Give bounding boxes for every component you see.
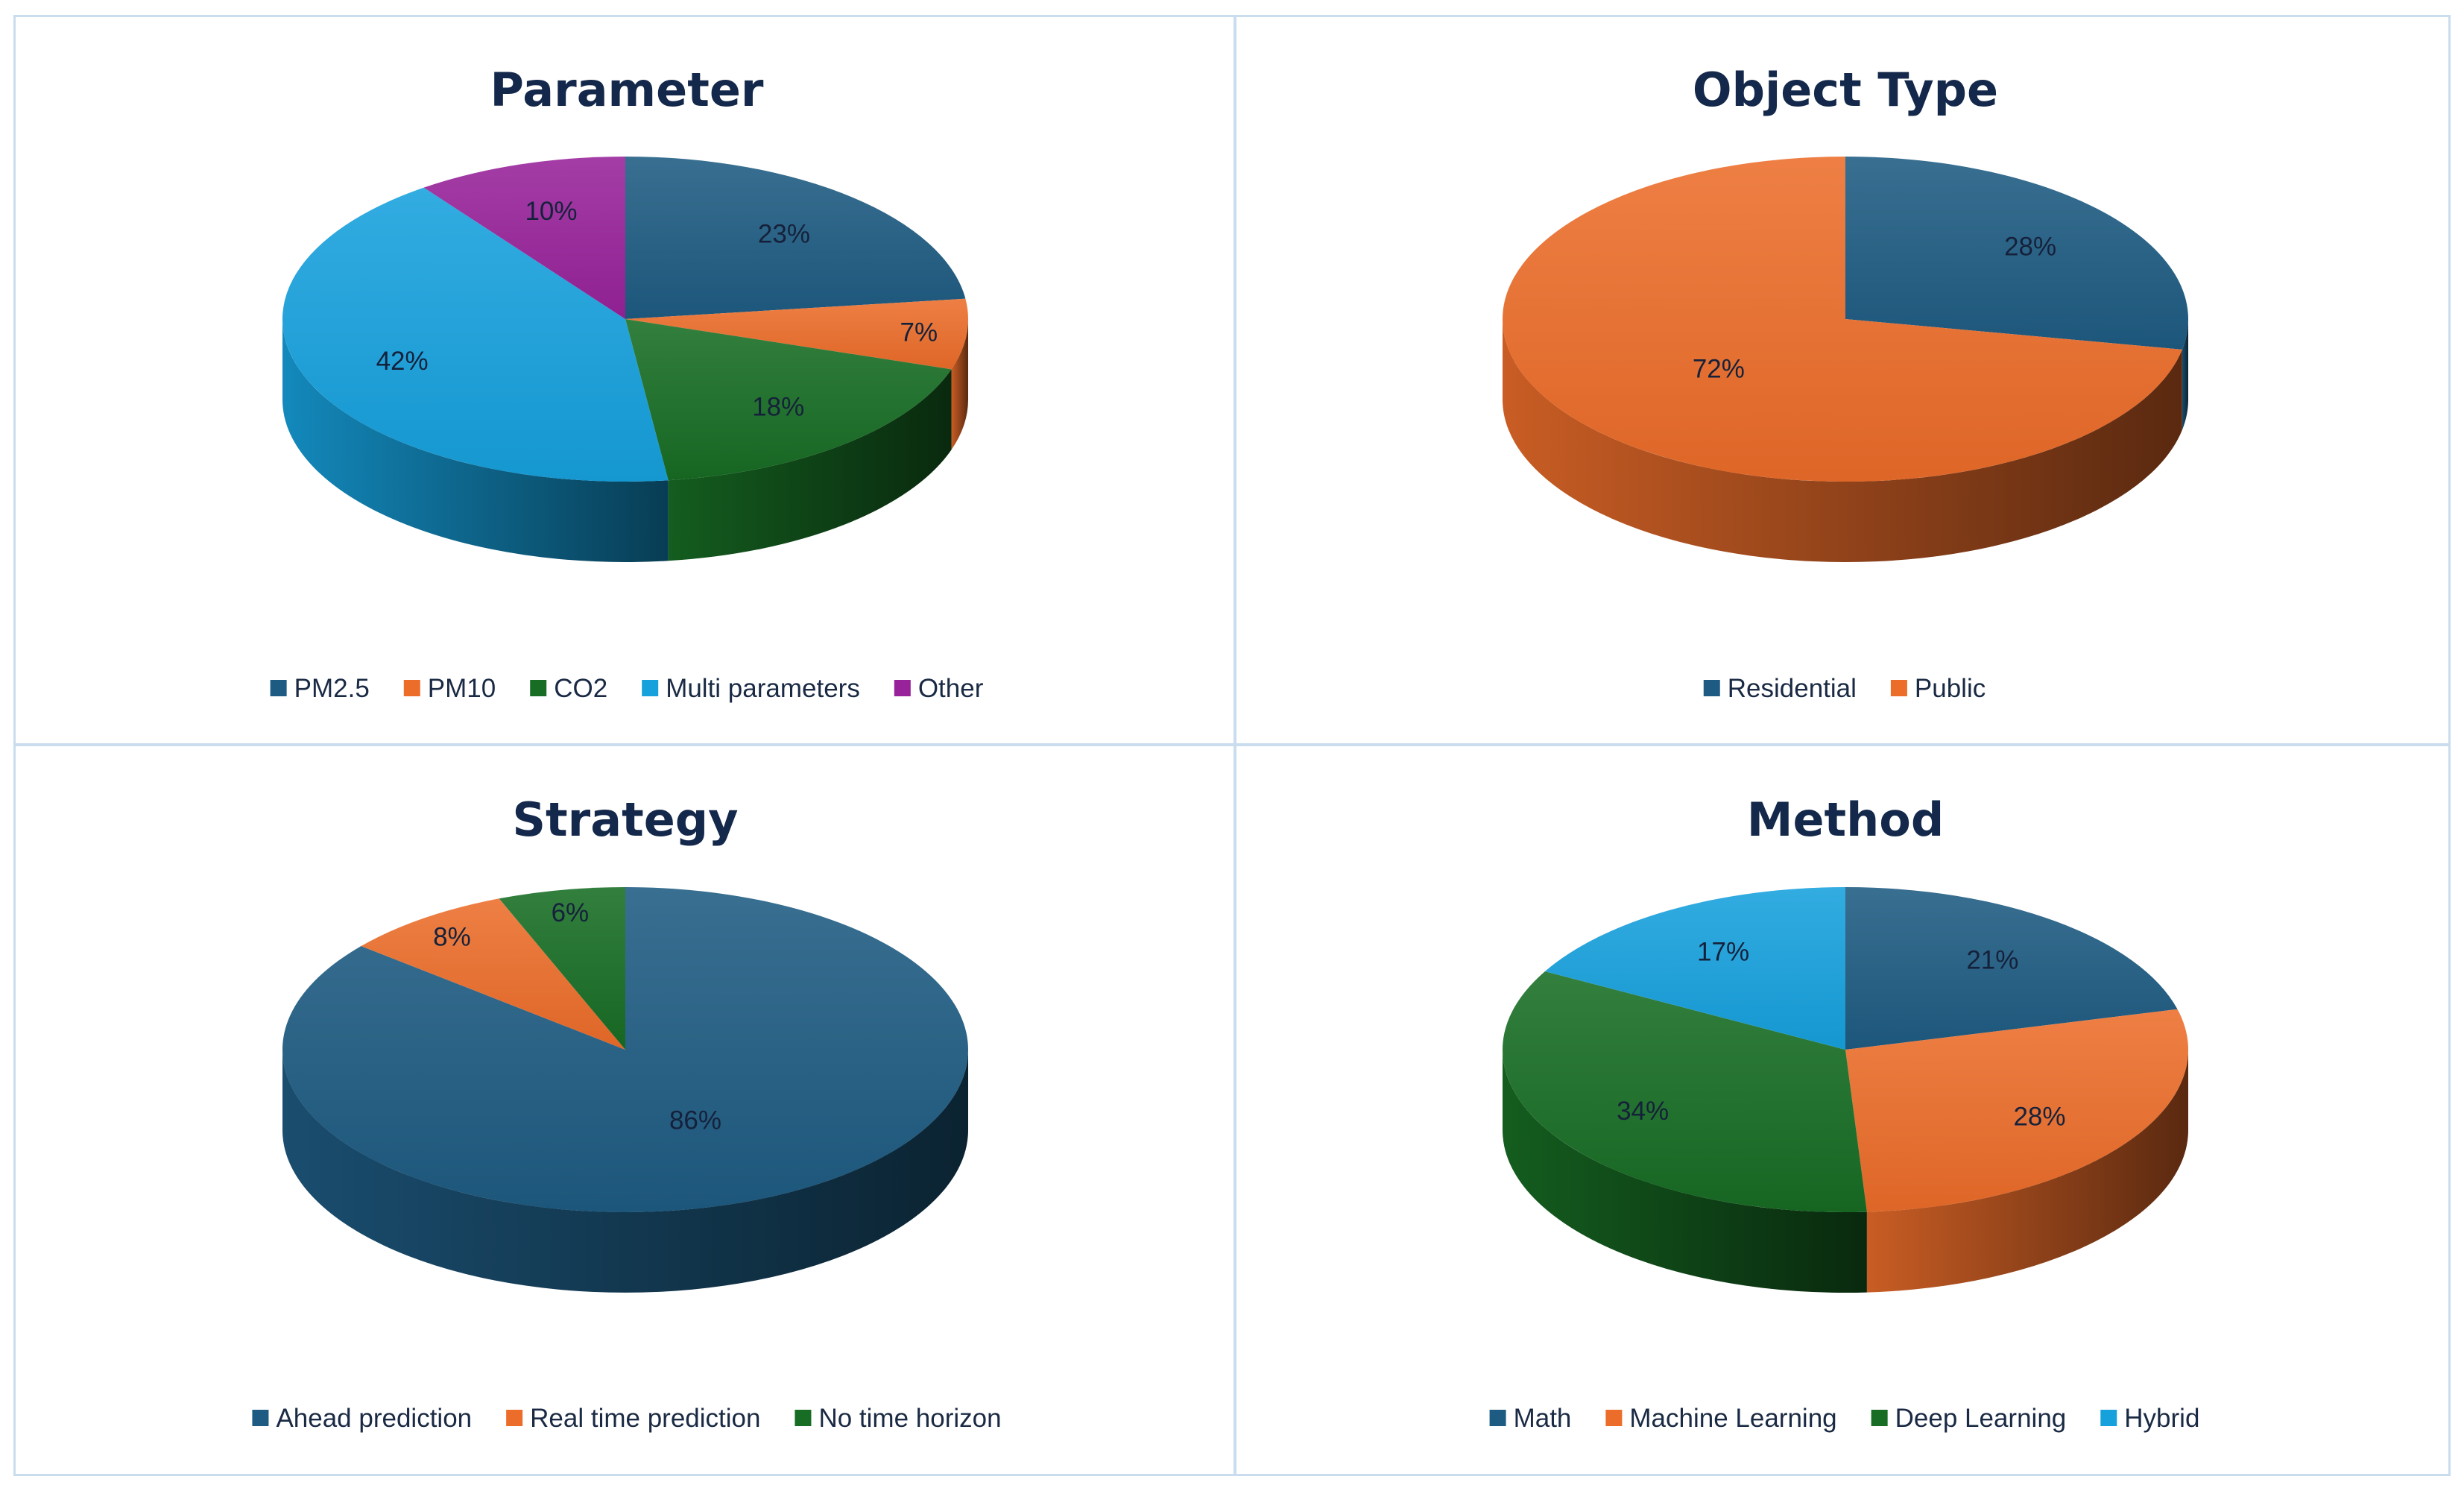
pie-0: 23% 7% 18% 42% 10% bbox=[282, 157, 968, 563]
legend-swatch bbox=[252, 1410, 269, 1426]
data-label-real-time-prediction: 8% bbox=[433, 922, 471, 951]
pie-chart-method: 21% 28% 34% 17% Method Math Machine Learning De… bbox=[1489, 792, 2199, 1433]
pie-chart-strategy: 86% 8% 6% Strategy Ahead prediction Real time… bbox=[252, 792, 1002, 1433]
legend-swatch bbox=[1605, 1410, 1623, 1426]
data-label-public: 72% bbox=[1693, 355, 1745, 384]
legend-item-machine-learning: Machine Learning bbox=[1605, 1404, 1837, 1433]
pie-side-residential bbox=[2182, 319, 2188, 430]
pie-side-ahead-prediction bbox=[282, 1050, 968, 1293]
legend-item-residential: Residential bbox=[1703, 674, 1857, 703]
legend-swatch bbox=[2100, 1410, 2117, 1426]
legend-item-no-time-horizon: No time horizon bbox=[795, 1404, 1002, 1433]
pie-chart-parameter: 23% 7% 18% 42% 10% Parameter PM2.5 PM10 CO2 Multi… bbox=[270, 63, 984, 703]
pie-slice-co2 bbox=[625, 319, 952, 481]
legend-item-multi-parameters: Multi parameters bbox=[642, 674, 860, 703]
legend-label: Public bbox=[1915, 674, 1986, 703]
data-label-co2: 18% bbox=[752, 393, 804, 422]
chart-title: Method bbox=[1747, 792, 1945, 847]
pie-1: 28% 72% bbox=[1502, 157, 2188, 562]
legend-swatch bbox=[894, 680, 911, 696]
pie-3: 21% 28% 34% 17% bbox=[1503, 887, 2188, 1293]
pie-slice-other bbox=[423, 157, 625, 319]
legend-label: Multi parameters bbox=[666, 674, 860, 703]
legend-item-math: Math bbox=[1489, 1404, 1572, 1433]
legend-item-other: Other bbox=[894, 674, 984, 703]
pie-side-deep-learning bbox=[1503, 1050, 1867, 1293]
pie-chart-object-type: 28% 72% Object Type Residential Public bbox=[1502, 63, 2188, 703]
pie-slice-hybrid bbox=[1544, 887, 1845, 1050]
chart-title: Parameter bbox=[490, 63, 764, 117]
data-label-pm10: 7% bbox=[900, 318, 938, 347]
data-label-math: 21% bbox=[1966, 945, 2018, 974]
legend-label: Ahead prediction bbox=[276, 1404, 472, 1433]
legend-swatch bbox=[506, 1410, 523, 1426]
pie-slice-public bbox=[1502, 157, 2182, 482]
legend-swatch bbox=[642, 680, 659, 696]
pie-side-co2 bbox=[668, 369, 952, 561]
legend-swatch bbox=[1489, 1410, 1506, 1426]
legend-swatch bbox=[1871, 1410, 1888, 1426]
legend-item-co2: CO2 bbox=[530, 674, 607, 703]
pie-2: 86% 8% 6% bbox=[282, 887, 969, 1293]
legend-item-ahead-prediction: Ahead prediction bbox=[252, 1404, 472, 1433]
legend-label: PM10 bbox=[428, 674, 496, 703]
legend-swatch bbox=[530, 680, 547, 696]
legend-item-public: Public bbox=[1890, 674, 1986, 703]
legend-label: Other bbox=[918, 674, 984, 703]
legend-swatch bbox=[1703, 680, 1720, 696]
chart-panel-method: 21% 28% 34% 17% Method Math Machine Learning De… bbox=[1234, 744, 2451, 1476]
legend-label: Real time prediction bbox=[530, 1404, 760, 1433]
legend-label: Deep Learning bbox=[1895, 1404, 2067, 1433]
legend-swatch bbox=[403, 680, 420, 696]
pie-slice-multi-parameters bbox=[282, 187, 669, 482]
legend-swatch bbox=[795, 1410, 812, 1426]
pie-side-machine-learning bbox=[1866, 1050, 2188, 1293]
pie-slice-real-time-prediction bbox=[361, 898, 625, 1050]
pie-slice-residential bbox=[1845, 157, 2188, 350]
data-label-machine-learning: 28% bbox=[2013, 1103, 2065, 1132]
data-label-deep-learning: 34% bbox=[1617, 1097, 1669, 1126]
chart-title: Object Type bbox=[1693, 63, 1998, 117]
data-label-multi-parameters: 42% bbox=[376, 347, 429, 376]
data-label-other: 10% bbox=[525, 197, 577, 226]
legend-label: Math bbox=[1514, 1404, 1572, 1433]
data-label-hybrid: 17% bbox=[1697, 938, 1749, 967]
legend-label: Machine Learning bbox=[1629, 1404, 1836, 1433]
chart-panel-object-type: 28% 72% Object Type Residential Public bbox=[1234, 15, 2451, 746]
pie-slice-deep-learning bbox=[1503, 971, 1867, 1212]
legend: Residential Public bbox=[1703, 674, 1986, 703]
legend-item-deep-learning: Deep Learning bbox=[1871, 1404, 2067, 1433]
pie-side-multi-parameters bbox=[282, 319, 669, 563]
legend-label: No time horizon bbox=[818, 1404, 1001, 1433]
data-label-residential: 28% bbox=[2004, 233, 2056, 262]
chart-panel-strategy: 86% 8% 6% Strategy Ahead prediction Real time… bbox=[13, 744, 1236, 1476]
pie-slice-no-time-horizon bbox=[499, 887, 625, 1050]
legend-label: PM2.5 bbox=[294, 674, 370, 703]
data-label-pm2-5: 23% bbox=[758, 220, 810, 249]
chart-title: Strategy bbox=[512, 792, 738, 847]
pie-slice-math bbox=[1845, 887, 2178, 1050]
legend-item-hybrid: Hybrid bbox=[2100, 1404, 2199, 1433]
legend-label: Hybrid bbox=[2124, 1404, 2199, 1433]
pie-slice-pm2-5 bbox=[625, 157, 966, 319]
legend-item-real-time-prediction: Real time prediction bbox=[506, 1404, 760, 1433]
pie-side-pm10 bbox=[951, 319, 968, 450]
pie-side-public bbox=[1503, 319, 2182, 562]
chart-panel-parameter: 23% 7% 18% 42% 10% Parameter PM2.5 PM10 CO2 Multi… bbox=[13, 15, 1236, 746]
legend-swatch bbox=[1890, 680, 1907, 696]
legend-label: CO2 bbox=[554, 674, 607, 703]
legend: Math Machine Learning Deep Learning Hybrid bbox=[1489, 1404, 2199, 1433]
pie-slice-pm10 bbox=[625, 298, 968, 370]
legend: PM2.5 PM10 CO2 Multi parameters Other bbox=[270, 674, 984, 703]
legend-item-pm10: PM10 bbox=[403, 674, 496, 703]
data-label-no-time-horizon: 6% bbox=[552, 898, 590, 927]
data-label-ahead-prediction: 86% bbox=[669, 1106, 721, 1135]
legend-swatch bbox=[270, 680, 287, 696]
legend-label: Residential bbox=[1728, 674, 1857, 703]
legend-item-pm2-5: PM2.5 bbox=[270, 674, 370, 703]
legend: Ahead prediction Real time prediction No t… bbox=[252, 1404, 1002, 1433]
pie-slice-machine-learning bbox=[1845, 1009, 2188, 1212]
